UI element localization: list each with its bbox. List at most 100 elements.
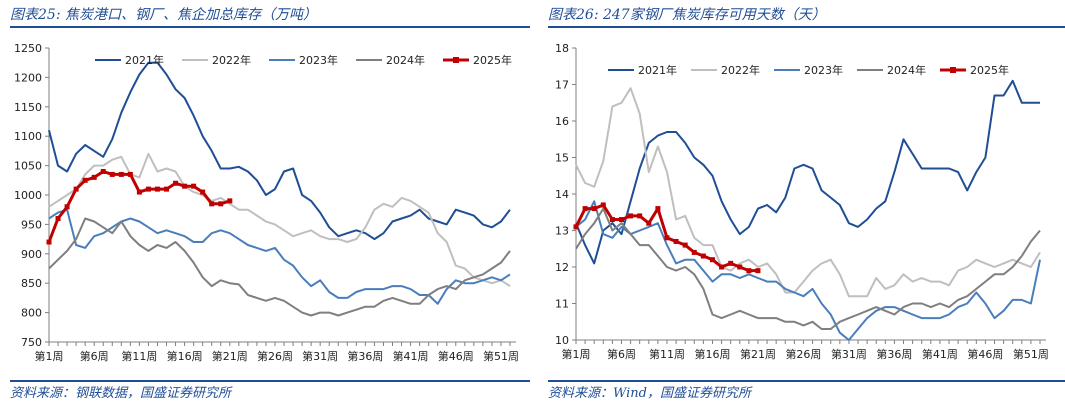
- series-marker: [91, 174, 97, 180]
- series-marker: [737, 264, 743, 270]
- series-marker: [227, 198, 233, 204]
- series-marker: [118, 171, 124, 177]
- series-marker: [700, 253, 706, 259]
- y-tick-label: 800: [21, 307, 42, 320]
- series-marker: [618, 217, 624, 223]
- chart-panel-inventory: 图表25: 焦炭港口、钢厂、焦企加总库存（万吨） 750 800 850 900 950…: [10, 0, 530, 403]
- legend-label: 2025年: [970, 63, 1009, 77]
- x-tick-label: 第36周: [347, 349, 383, 363]
- y-tick-label: 16: [555, 115, 569, 128]
- series-line: [575, 207, 1041, 330]
- series-marker: [46, 239, 52, 245]
- y-tick-label: 11: [555, 298, 569, 311]
- series-marker: [136, 189, 142, 195]
- series-marker: [609, 217, 615, 223]
- y-tick-label: 850: [21, 277, 42, 290]
- y-tick-label: 1250: [14, 42, 42, 55]
- series-marker: [655, 206, 661, 212]
- x-tick-label: 第11周: [649, 347, 685, 361]
- legend-label: 2023年: [299, 53, 338, 67]
- series-marker: [64, 204, 70, 210]
- x-tick-label: 第46周: [438, 349, 474, 363]
- y-tick-label: 1100: [14, 130, 42, 143]
- x-tick-label: 第36周: [876, 347, 912, 361]
- series-marker: [55, 216, 61, 222]
- x-tick-label: 第16周: [167, 349, 203, 363]
- legend-label: 2024年: [386, 53, 425, 67]
- series-marker: [673, 238, 679, 244]
- series-line: [48, 152, 511, 287]
- x-tick-label: 第1周: [562, 347, 591, 361]
- series-marker: [582, 206, 588, 212]
- x-tick-label: 第6周: [80, 349, 109, 363]
- y-tick-label: 950: [21, 218, 42, 231]
- series-marker: [746, 268, 752, 274]
- series-marker: [719, 264, 725, 270]
- x-tick-label: 第26周: [257, 349, 293, 363]
- legend-label: 2025年: [473, 53, 512, 67]
- chart-source: 资料来源：钢联数据，国盛证券研究所: [10, 386, 232, 401]
- series-marker: [600, 202, 606, 208]
- series-marker: [154, 186, 160, 192]
- chart-frame: 750 800 850 900 950 1000 1050 1100 1150 1200 1250 第…: [10, 26, 530, 382]
- legend-marker: [950, 67, 956, 73]
- y-tick-label: 900: [21, 248, 42, 261]
- series-marker: [682, 242, 688, 248]
- legend-label: 2021年: [638, 63, 677, 77]
- series-marker: [182, 183, 188, 189]
- inventory-line-chart: 750 800 850 900 950 1000 1050 1100 1150 1200 1250 第…: [14, 42, 519, 363]
- x-tick-label: 第46周: [967, 347, 1003, 361]
- series-marker: [191, 183, 197, 189]
- series-line: [575, 79, 1040, 265]
- x-tick-label: 第31周: [831, 347, 867, 361]
- y-tick-label: 1000: [14, 189, 42, 202]
- x-tick-label: 第21周: [212, 349, 248, 363]
- y-tick-label: 18: [555, 42, 569, 55]
- series-line: [48, 217, 511, 317]
- legend-label: 2023年: [804, 63, 843, 77]
- series-marker: [664, 235, 670, 241]
- y-tick-label: 10: [555, 334, 569, 347]
- series-marker: [691, 249, 697, 255]
- series-marker: [573, 224, 579, 230]
- legend-label: 2024年: [887, 63, 926, 77]
- x-tick-label: 第31周: [302, 349, 338, 363]
- y-tick-label: 12: [555, 261, 569, 274]
- chart-source: 资料来源：Wind，国盛证券研究所: [548, 386, 751, 401]
- series-marker: [218, 201, 224, 207]
- x-tick-label: 第51周: [1013, 347, 1049, 361]
- series-marker: [173, 180, 179, 186]
- legend-label: 2022年: [721, 63, 760, 77]
- y-tick-label: 1200: [14, 71, 42, 84]
- x-tick-label: 第11周: [121, 349, 157, 363]
- y-tick-label: 1150: [14, 101, 42, 114]
- series-marker: [200, 189, 206, 195]
- series-marker: [127, 171, 133, 177]
- series-marker: [145, 186, 151, 192]
- series-marker: [591, 206, 597, 212]
- x-tick-label: 第26周: [785, 347, 821, 361]
- chart-frame: 10 11 12 13 14 15 16 17 18 第1周 第6周 第11周 第16周 第21周 第26周…: [548, 26, 1065, 382]
- chart-title: 图表25: 焦炭港口、钢厂、焦企加总库存（万吨）: [10, 7, 317, 23]
- series-marker: [709, 257, 715, 263]
- legend-label: 2022年: [212, 53, 251, 67]
- y-tick-label: 14: [555, 188, 569, 201]
- chart-panel-days: 图表26: 247家钢厂焦炭库存可用天数（天） 10 11 12 13 14 15 16 17…: [548, 0, 1065, 403]
- x-tick-label: 第51周: [483, 349, 519, 363]
- y-tick-label: 750: [21, 336, 42, 349]
- series-line: [48, 208, 511, 305]
- series-line: [47, 170, 231, 243]
- days-line-chart: 10 11 12 13 14 15 16 17 18 第1周 第6周 第11周 第16周 第21周 第26周…: [555, 42, 1049, 361]
- x-tick-label: 第21周: [740, 347, 776, 361]
- x-tick-label: 第16周: [694, 347, 730, 361]
- x-tick-label: 第41周: [922, 347, 958, 361]
- series-marker: [728, 260, 734, 266]
- series-marker: [73, 186, 79, 192]
- series-marker: [109, 171, 115, 177]
- series-marker: [100, 168, 106, 174]
- series-marker: [646, 220, 652, 226]
- x-tick-label: 第41周: [393, 349, 429, 363]
- x-tick-label: 第6周: [607, 347, 636, 361]
- series-marker: [82, 177, 88, 183]
- series-line: [575, 200, 1041, 341]
